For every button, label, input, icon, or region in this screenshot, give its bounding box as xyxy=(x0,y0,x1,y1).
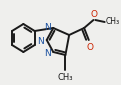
Text: N: N xyxy=(37,36,44,45)
Text: CH₃: CH₃ xyxy=(58,73,73,82)
Text: N: N xyxy=(44,23,50,32)
Text: N: N xyxy=(44,49,50,57)
Text: O: O xyxy=(91,10,98,19)
Text: CH₃: CH₃ xyxy=(106,16,120,26)
Text: O: O xyxy=(86,43,93,52)
